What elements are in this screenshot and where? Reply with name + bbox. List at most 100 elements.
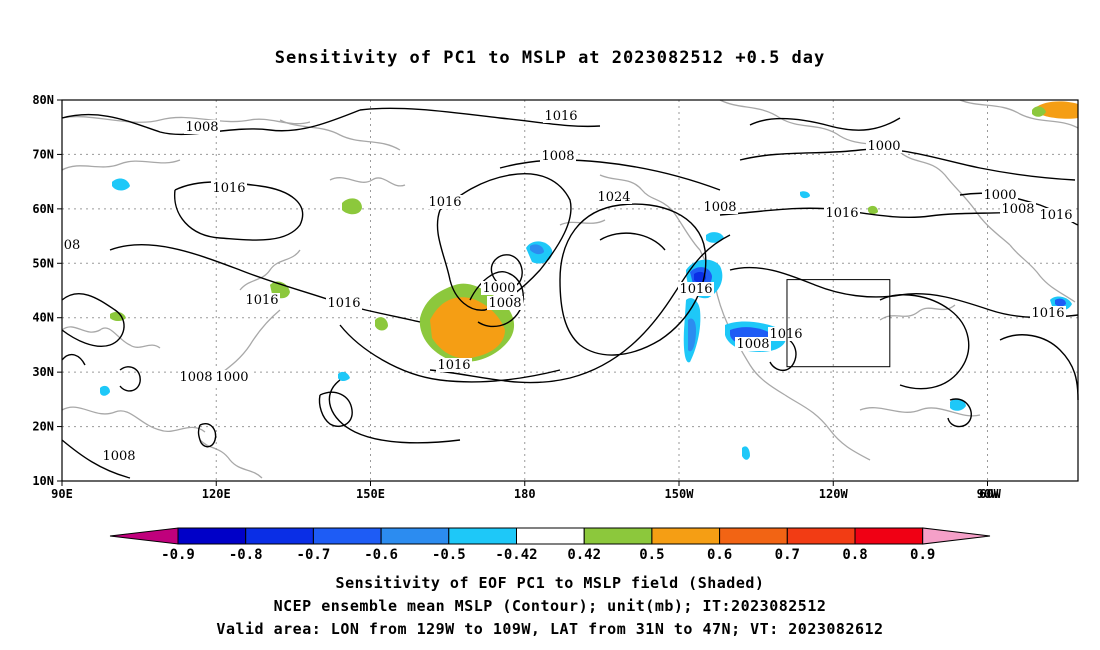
contour-label-bg [596,190,632,204]
contour-label: 1016 [544,109,577,124]
lon-tick-label: 90E [51,487,73,501]
contour-label-bg [678,282,714,296]
colorbar-segment [786,527,856,545]
contour-label-bg [244,293,280,307]
valid-area-box [786,279,891,368]
sensitivity-shading [100,101,1078,460]
contour-label-bg [427,195,463,209]
coastlines [61,99,1079,479]
sensitivity-patch [950,398,966,411]
lat-tick-label: 80N [32,93,54,107]
contour-label-bg [184,120,220,134]
contour-label: 1008 [179,370,212,385]
lat-tick-label: 70N [32,147,54,161]
contour-label-bg [735,337,771,351]
lon-tick-label: 120E [202,487,231,501]
colorbar: -0.9 -0.8 -0.7 -0.6 -0.5 -0.42 0.42 0.5 0.6 0.7 0.… [109,527,991,563]
contour-label-bg [702,200,738,214]
contour-label-bg [543,109,579,123]
contour-label: 1008 [541,149,574,164]
colorbar-segment [245,527,314,545]
contour-label-bg [982,188,1018,202]
contour-label-bg [178,370,214,384]
colorbar-arrow-high [922,527,991,545]
colorbar-segment [516,527,585,545]
contour-label: 1016 [245,293,278,308]
lon-tick-label: 90W [977,487,999,501]
lon-tick-label: 150E [356,487,385,501]
contour-label-bg [1000,202,1036,216]
colorbar-label: -0.9 [161,547,195,563]
sensitivity-patch [800,191,810,199]
contour-label-bg [101,449,137,463]
sensitivity-patch [100,385,110,396]
contour-label-bg [211,181,247,195]
contour-label-bg [62,238,82,252]
caption-shading: Sensitivity of EOF PC1 to MSLP field (Sh… [335,574,765,592]
contour-label-bg [487,296,523,310]
sensitivity-patch [868,205,878,215]
contour-label-bg [214,370,250,384]
contour-label: 1000 [867,139,900,154]
caption-valid-area: Valid area: LON from 129W to 109W, LAT f… [216,620,884,638]
contour-label: 1016 [428,195,461,210]
sensitivity-patch [338,371,350,381]
contour-label: 1008 [185,120,218,135]
colorbar-segment [854,527,924,545]
contour-label: 1016 [212,181,245,196]
colorbar-label: 0.6 [707,547,732,563]
contour-label: 1016 [327,296,360,311]
sensitivity-patch [1055,298,1066,307]
sensitivity-patch [706,232,724,243]
colorbar-label: -0.7 [297,547,331,563]
contour-label: 1016 [1031,306,1064,321]
colorbar-label: 0.5 [639,547,664,563]
contour-label-bg [540,149,576,163]
contour-label: 1016 [437,358,470,373]
sensitivity-patch [742,446,750,460]
contour-label: 08 [64,238,81,253]
contour-label: 1008 [736,337,769,352]
colorbar-label: -0.5 [432,547,466,563]
sensitivity-patch [375,317,388,331]
contour-label-bg [1038,208,1074,222]
contour-label-bg [481,281,517,295]
colorbar-segment [448,527,517,545]
contour-labels: 1008101610001016100810161000100010081016… [62,109,1074,464]
contour-label: 1008 [102,449,135,464]
colorbar-segment [719,527,788,545]
lon-tick-label: 60W [979,487,1001,501]
sensitivity-patch [1032,106,1046,117]
contour-label-bg [866,139,902,153]
colorbar-label: -0.8 [229,547,263,563]
lon-tick-label: 120W [819,487,849,501]
contour-label-bg [768,327,804,341]
contour-label: 1016 [679,282,712,297]
lat-tick-label: 50N [32,256,54,270]
sensitivity-patch [1035,101,1078,119]
colorbar-arrow-low [109,527,179,545]
contour-label: 1000 [482,281,515,296]
contour-label-bg [436,358,472,372]
colorbar-segment [583,527,653,545]
contour-label-bg [1030,306,1066,320]
contour-label: 1016 [769,327,802,342]
colorbar-segment [177,527,247,545]
lat-tick-label: 10N [32,474,54,488]
caption-contour: NCEP ensemble mean MSLP (Contour); unit(… [273,597,827,615]
colorbar-segment [651,527,721,545]
map-frame [61,99,1079,482]
contour-label-bg [824,206,860,220]
lat-tick-label: 30N [32,365,54,379]
contour-label: 1008 [1001,202,1034,217]
colorbar-segment [380,527,450,545]
lon-tick-label: 150W [665,487,695,501]
sensitivity-patch [530,244,544,255]
contour-label-bg [326,296,362,310]
colorbar-label: 0.9 [910,547,935,563]
lat-tick-label: 20N [32,420,54,434]
contour-label: 1024 [597,190,630,205]
contour-label: 1016 [1039,208,1072,223]
contour-label: 1008 [703,200,736,215]
